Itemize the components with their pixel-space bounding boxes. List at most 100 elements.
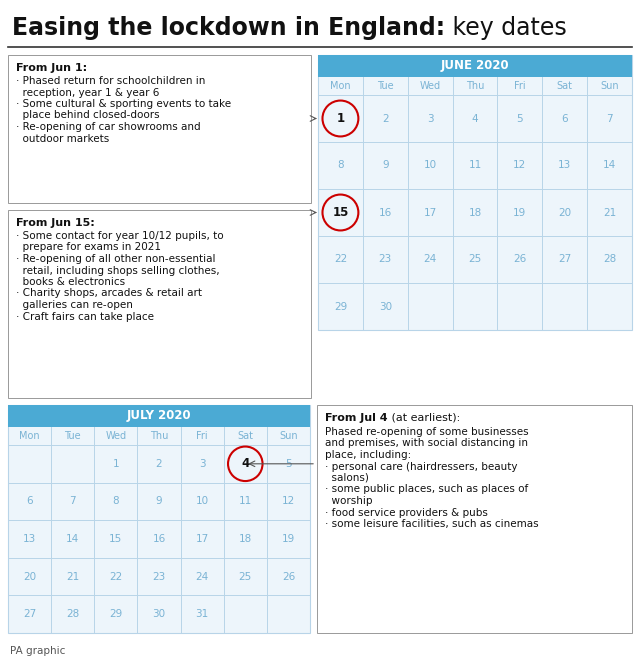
Text: Phased re-opening of some businesses: Phased re-opening of some businesses [325,427,529,437]
Bar [318,55,632,330]
Text: 4: 4 [241,457,250,470]
Text: Wed: Wed [106,431,127,441]
Text: 4: 4 [472,113,478,123]
Text: 1: 1 [113,459,119,469]
Bar [317,405,632,633]
Bar [8,405,310,633]
Text: 8: 8 [113,497,119,507]
Text: · food service providers & pubs: · food service providers & pubs [325,507,488,518]
Text: Sun: Sun [600,81,619,91]
Text: 18: 18 [468,208,482,217]
Text: Fri: Fri [196,431,208,441]
Text: 2: 2 [156,459,163,469]
Text: prepare for exams in 2021: prepare for exams in 2021 [16,243,161,253]
Text: 9: 9 [156,497,163,507]
Text: 30: 30 [152,609,166,619]
Text: worship: worship [325,496,372,506]
Text: 23: 23 [379,255,392,265]
Bar [8,55,311,203]
Text: JUNE 2020: JUNE 2020 [441,60,509,72]
Bar [318,55,632,77]
Text: 21: 21 [603,208,616,217]
Text: · some public places, such as places of: · some public places, such as places of [325,485,528,495]
Text: (at earliest):: (at earliest): [388,413,460,423]
Text: outdoor markets: outdoor markets [16,133,109,143]
Text: · some leisure facilities, such as cinemas: · some leisure facilities, such as cinem… [325,519,539,529]
Text: 3: 3 [199,459,205,469]
Text: 17: 17 [195,534,209,544]
Text: 12: 12 [513,160,527,170]
Text: reception, year 1 & year 6: reception, year 1 & year 6 [16,88,159,97]
Text: Thu: Thu [466,81,484,91]
Text: 3: 3 [427,113,433,123]
Text: · Some cultural & sporting events to take: · Some cultural & sporting events to tak… [16,99,231,109]
Text: 1: 1 [337,112,344,125]
Text: 25: 25 [468,255,482,265]
Text: · Re-opening of all other non-essential: · Re-opening of all other non-essential [16,254,216,264]
Text: 16: 16 [379,208,392,217]
Text: 22: 22 [109,572,122,581]
Text: 22: 22 [334,255,347,265]
Text: 10: 10 [424,160,436,170]
Text: 19: 19 [282,534,295,544]
Text: galleries can re-open: galleries can re-open [16,300,133,310]
Text: key dates: key dates [445,16,567,40]
Text: · Charity shops, arcades & retail art: · Charity shops, arcades & retail art [16,288,202,298]
Text: 18: 18 [239,534,252,544]
Text: 11: 11 [239,497,252,507]
Text: place, including:: place, including: [325,450,412,460]
Text: Sun: Sun [279,431,298,441]
Text: books & electronics: books & electronics [16,277,125,287]
Text: 5: 5 [285,459,292,469]
Text: JULY 2020: JULY 2020 [127,410,191,422]
Text: From Jun 1:: From Jun 1: [16,63,87,73]
Text: PA graphic: PA graphic [10,646,65,656]
Text: Mon: Mon [330,81,351,91]
Text: 11: 11 [468,160,482,170]
Text: 23: 23 [152,572,166,581]
Text: 12: 12 [282,497,295,507]
Text: 28: 28 [66,609,79,619]
Text: 31: 31 [195,609,209,619]
Text: retail, including shops selling clothes,: retail, including shops selling clothes, [16,265,220,276]
Text: 28: 28 [603,255,616,265]
Text: · Some contact for year 10/12 pupils, to: · Some contact for year 10/12 pupils, to [16,231,223,241]
Text: 29: 29 [334,302,347,312]
Text: 26: 26 [282,572,295,581]
Text: 21: 21 [66,572,79,581]
Text: 16: 16 [152,534,166,544]
Text: 29: 29 [109,609,122,619]
Text: Mon: Mon [19,431,40,441]
Text: 19: 19 [513,208,527,217]
Text: 13: 13 [23,534,36,544]
Text: 6: 6 [561,113,568,123]
Text: 15: 15 [109,534,122,544]
Text: 15: 15 [332,206,349,219]
Text: Fri: Fri [514,81,525,91]
Text: 14: 14 [66,534,79,544]
Text: 27: 27 [23,609,36,619]
Text: · Phased return for schoolchildren in: · Phased return for schoolchildren in [16,76,205,86]
Bar [8,210,311,398]
Text: Sat: Sat [557,81,573,91]
Bar [8,405,310,427]
Text: 14: 14 [603,160,616,170]
Text: salons): salons) [325,473,369,483]
Text: 20: 20 [558,208,572,217]
Text: 8: 8 [337,160,344,170]
Text: 17: 17 [424,208,436,217]
Text: · personal care (hairdressers, beauty: · personal care (hairdressers, beauty [325,461,518,471]
Text: Wed: Wed [420,81,441,91]
Text: Sat: Sat [237,431,253,441]
Text: 7: 7 [606,113,613,123]
Text: 20: 20 [23,572,36,581]
Text: Tue: Tue [65,431,81,441]
Text: From Jul 4: From Jul 4 [325,413,388,423]
Text: 9: 9 [382,160,388,170]
Text: 10: 10 [196,497,209,507]
Text: 24: 24 [195,572,209,581]
Text: From Jun 15:: From Jun 15: [16,218,95,228]
Text: Thu: Thu [150,431,168,441]
Text: · Re-opening of car showrooms and: · Re-opening of car showrooms and [16,122,200,132]
Text: 2: 2 [382,113,388,123]
